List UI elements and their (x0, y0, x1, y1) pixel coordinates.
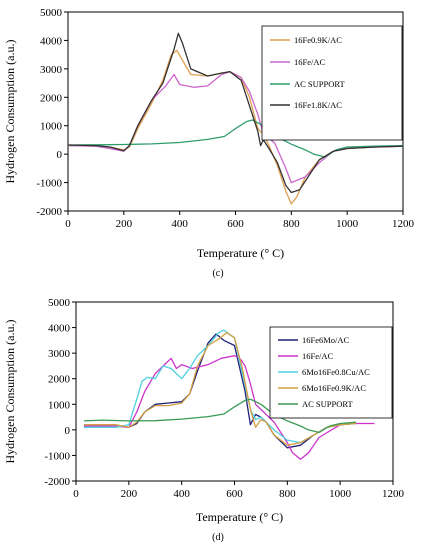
legend-entry: AC SUPPORT (302, 399, 354, 409)
x-axis-label: Temperature (° C) (196, 510, 283, 524)
y-tick-label: -2000 (36, 206, 62, 218)
legend-entry: 16Fe/AC (294, 57, 326, 67)
x-tick-label: 0 (73, 488, 79, 500)
chart-panel-c: 0 200 400 600 800 1000 1200 -2000 -1000 0 1000 2000… (3, 7, 415, 279)
y-tick-label: -1000 (36, 178, 62, 190)
y-tick-label: 3000 (48, 348, 71, 360)
y-tick-label: 1000 (40, 121, 63, 133)
x-tick-label: 0 (65, 218, 71, 230)
series-line-5 (83, 398, 357, 434)
y-tick-label: 0 (57, 149, 63, 161)
x-tick-label: 400 (173, 488, 190, 500)
y-tick-label: 2000 (40, 92, 63, 104)
y-tick-label: 0 (65, 425, 71, 437)
x-tick-label: 800 (283, 218, 300, 230)
legend-entry: 6Mo16Fe0.8Cu/AC (302, 367, 370, 377)
x-tick-label: 200 (121, 488, 138, 500)
x-tick-label: 1000 (329, 488, 352, 500)
legend-box (261, 25, 403, 141)
y-axis-label: Hydrogen Consumption (a.u.) (3, 320, 17, 464)
y-tick-label: 4000 (48, 323, 71, 335)
x-tick-label: 1200 (392, 218, 415, 230)
y-tick-label: -1000 (44, 450, 70, 462)
x-tick-label: 1200 (382, 488, 405, 500)
legend-entry: 6Mo16Fe0.9K/AC (302, 383, 366, 393)
legend-entry: 16Fe1.8K/AC (294, 100, 342, 110)
x-tick-label: 1000 (336, 218, 359, 230)
y-tick-label: 1000 (48, 399, 71, 411)
series-line-3 (83, 329, 357, 444)
y-tick-label: 3000 (40, 64, 63, 76)
y-tick-label: 5000 (48, 297, 71, 309)
x-tick-label: 400 (171, 218, 188, 230)
y-tick-label: 2000 (48, 374, 71, 386)
y-axis-label: Hydrogen Consumption (a.u.) (3, 40, 17, 184)
panel-label: (d) (212, 532, 224, 543)
y-tick-label: 5000 (40, 7, 63, 19)
series-line-2 (83, 355, 375, 460)
y-tick-label: 4000 (40, 35, 63, 47)
panel-label: (c) (212, 268, 223, 279)
legend-entry: 16Fe0.9K/AC (294, 35, 342, 45)
legend-entry: 16Fe6Mo/AC (302, 335, 350, 345)
x-tick-label: 800 (279, 488, 296, 500)
x-tick-label: 600 (227, 218, 244, 230)
x-axis-label: Temperature (° C) (197, 246, 284, 260)
y-tick-label: -2000 (44, 476, 70, 488)
legend-entry: 16Fe/AC (302, 351, 334, 361)
series-line-4 (83, 332, 357, 446)
series-line-4 (68, 32, 403, 194)
x-tick-label: 200 (116, 218, 133, 230)
legend-entry: AC SUPPORT (294, 79, 346, 89)
x-tick-label: 600 (226, 488, 243, 500)
chart-panel-d: 0 200 400 600 800 1000 1200 -2000 -1000 0 1000 2000… (3, 297, 405, 543)
